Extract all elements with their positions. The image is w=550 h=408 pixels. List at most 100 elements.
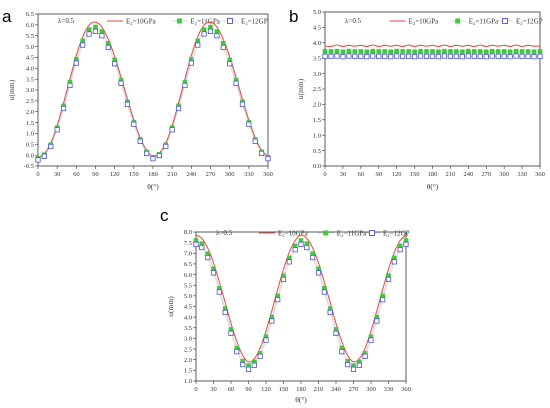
data-point-marker: [80, 42, 86, 48]
data-point-marker: [189, 57, 194, 62]
legend-label: E₂=10GPa: [409, 18, 440, 26]
data-point-marker: [430, 49, 435, 54]
data-point-marker: [310, 254, 316, 261]
y-tick-label: 4.5: [26, 55, 34, 62]
data-point-marker: [453, 53, 459, 59]
x-tick-label: 30: [210, 386, 217, 393]
data-point-marker: [362, 353, 368, 359]
data-point-marker: [525, 53, 531, 59]
y-tick-label: 0.0: [313, 163, 321, 170]
legend-label: E₂=11GPa: [337, 230, 367, 238]
data-point-marker: [201, 31, 207, 37]
chart-panel-b: b 0 30 60 90 120 150 180 210 240 270 300 330 360 0.0 0.…: [289, 7, 545, 191]
data-point-marker: [112, 57, 117, 63]
x-tick-label: 60: [358, 171, 365, 178]
x-tick-label: 180: [428, 171, 438, 178]
data-point-marker: [67, 79, 73, 85]
y-tick-label: 6.5: [26, 11, 34, 18]
x-tick-label: 210: [314, 386, 324, 393]
data-point-marker: [368, 334, 374, 340]
y-tick-label: 2.0: [313, 102, 321, 109]
x-tick-label: 180: [296, 386, 306, 393]
data-point-marker: [298, 238, 304, 243]
data-point-marker: [208, 24, 213, 30]
data-point-marker: [357, 359, 362, 365]
data-point-marker: [388, 54, 394, 60]
data-point-marker: [394, 48, 399, 54]
data-point-marker: [131, 121, 137, 127]
data-point-marker: [222, 306, 228, 311]
data-point-marker: [424, 49, 429, 54]
panel-letter: a: [2, 7, 12, 26]
data-point-marker: [376, 49, 382, 54]
data-point-marker: [537, 49, 543, 54]
data-point-marker: [423, 53, 430, 59]
data-point-marker: [214, 33, 220, 39]
x-tick-label: 60: [73, 171, 80, 178]
series-connector-1: [195, 240, 407, 366]
data-point-marker: [483, 54, 489, 60]
data-point-marker: [195, 38, 201, 44]
legend-label: E₂=12GP: [516, 18, 543, 26]
data-point-marker: [246, 363, 251, 368]
data-point-marker: [214, 29, 220, 34]
data-point-marker: [501, 49, 507, 54]
data-point-marker: [315, 270, 322, 276]
series-line-0: [324, 44, 541, 48]
x-tick-label: 360: [263, 171, 273, 178]
data-point-marker: [327, 306, 333, 311]
series-line-0: [195, 234, 407, 363]
data-point-marker: [292, 243, 298, 249]
data-point-marker: [92, 28, 99, 34]
data-point-marker: [259, 150, 265, 157]
y-tick-label: 1.5: [26, 120, 34, 127]
legend-label: E₂=12GP: [241, 18, 268, 26]
x-tick-label: 360: [401, 386, 411, 393]
data-point-marker: [322, 49, 328, 54]
legend-swatch-marker: [369, 230, 375, 236]
data-point-marker: [507, 49, 513, 55]
data-point-marker: [163, 143, 169, 150]
data-point-marker: [531, 49, 537, 55]
data-point-marker: [269, 314, 275, 320]
data-point-marker: [144, 150, 150, 157]
data-point-marker: [210, 270, 217, 276]
x-tick-label: 270: [349, 386, 359, 393]
lambda-annotation: λ=0.5: [345, 17, 362, 25]
x-tick-label: 240: [186, 171, 196, 178]
data-point-marker: [397, 247, 403, 253]
x-tick-label: 210: [446, 171, 456, 178]
y-tick-label: 2.0: [184, 357, 192, 364]
data-point-marker: [310, 251, 315, 257]
data-point-marker: [448, 49, 453, 54]
x-tick-label: 300: [499, 171, 509, 178]
data-point-marker: [406, 53, 412, 59]
data-point-marker: [150, 156, 156, 162]
data-point-marker: [220, 44, 226, 51]
data-point-marker: [61, 103, 66, 109]
legend-swatch-marker: [502, 18, 508, 24]
x-tick-label: 330: [517, 171, 527, 178]
data-point-marker: [495, 53, 501, 59]
series-connector-2: [37, 31, 269, 161]
x-tick-label: 30: [54, 171, 61, 178]
data-point-marker: [245, 366, 252, 372]
legend-swatch-marker: [227, 18, 233, 24]
data-point-marker: [220, 41, 226, 46]
plot-frame: [324, 11, 541, 167]
chart-panel-a: a 0 30 60 90 120 150 180 210 240 270 300 330 360 -0.5 0…: [2, 7, 273, 191]
data-point-marker: [417, 53, 424, 59]
y-tick-label: 2.5: [184, 346, 192, 353]
x-tick-label: 60: [228, 386, 235, 393]
data-point-marker: [328, 49, 334, 54]
x-tick-label: 90: [245, 386, 252, 393]
data-point-marker: [531, 54, 537, 60]
data-point-marker: [175, 105, 182, 112]
y-tick-label: 6.0: [26, 22, 34, 29]
x-tick-label: 150: [279, 386, 289, 393]
y-tick-label: 1.0: [313, 132, 321, 139]
data-point-marker: [93, 24, 98, 30]
data-point-marker: [228, 330, 234, 336]
data-point-marker: [376, 53, 382, 59]
